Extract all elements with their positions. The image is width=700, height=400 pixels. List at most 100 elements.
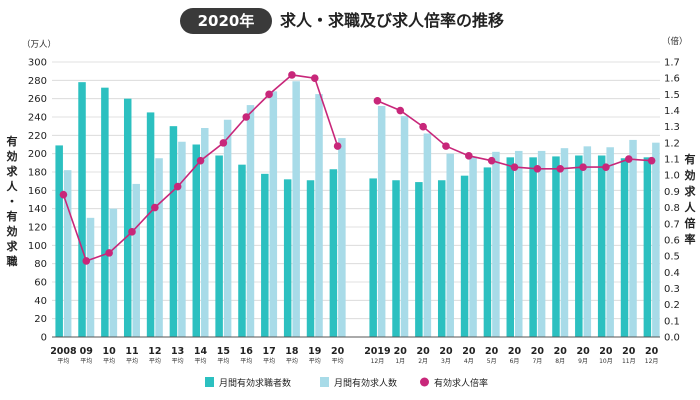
- x-tick-label: 09: [80, 346, 93, 357]
- x-tick-sublabel: 平均: [80, 357, 92, 365]
- x-tick-sublabel: 平均: [263, 357, 275, 365]
- bar-openings: [423, 133, 432, 337]
- ratio-point: [105, 249, 113, 257]
- bar-seekers: [643, 157, 652, 337]
- left-tick-label: 0: [41, 333, 47, 344]
- x-tick-label: 13: [171, 346, 184, 357]
- right-axis-title-char: 人: [685, 200, 697, 214]
- ratio-point: [82, 257, 91, 265]
- legend-swatch: [320, 377, 329, 387]
- x-tick-label: 20: [645, 346, 659, 357]
- x-tick-label: 20: [331, 346, 345, 357]
- bar-openings: [446, 153, 454, 337]
- x-tick-label: 2019: [364, 346, 390, 357]
- left-axis-title-char: 人: [7, 179, 19, 193]
- x-tick-label: 14: [194, 346, 208, 357]
- bar-seekers: [597, 155, 606, 337]
- x-tick-sublabel: 1月: [395, 358, 405, 365]
- bar-seekers: [192, 144, 201, 337]
- ratio-point: [419, 122, 427, 131]
- left-tick-label: 20: [34, 314, 47, 325]
- ratio-point: [533, 164, 542, 173]
- bar-openings: [469, 157, 477, 337]
- bar-seekers: [437, 180, 446, 337]
- left-tick-label: 180: [28, 168, 47, 179]
- right-axis-title-char: 求: [685, 184, 697, 198]
- x-tick-label: 20: [531, 346, 545, 357]
- bar-seekers: [146, 112, 155, 338]
- left-tick-label: 280: [28, 76, 47, 87]
- ratio-point: [624, 155, 633, 163]
- left-axis-title-char: 有: [7, 134, 18, 148]
- left-tick-label: 100: [28, 241, 47, 252]
- x-tick-sublabel: 平均: [195, 357, 207, 365]
- gridlines: [52, 61, 660, 338]
- x-tick-label: 18: [285, 346, 299, 357]
- bar-seekers: [552, 156, 560, 337]
- x-tick-sublabel: 平均: [332, 357, 344, 365]
- ratio-point: [487, 156, 496, 165]
- year-badge: 2020年: [180, 8, 272, 34]
- left-tick-label: 220: [28, 131, 47, 142]
- left-tick-label: 140: [28, 204, 47, 215]
- ratio-point: [647, 156, 656, 165]
- x-tick-label: 20: [508, 346, 522, 357]
- left-axis-title-char: 効: [7, 149, 18, 163]
- right-tick-label: 0.4: [664, 268, 680, 279]
- x-tick-sublabel: 平均: [309, 357, 321, 365]
- legend: 月間有効求職者数 月間有効求人数 有効求人倍率: [205, 377, 488, 389]
- left-axis-title-char: 有: [7, 209, 18, 223]
- bar-openings: [537, 150, 546, 337]
- bar-seekers: [529, 157, 537, 337]
- x-tick-sublabel: 10月: [599, 358, 613, 365]
- bar-seekers: [123, 98, 132, 338]
- bar-seekers: [261, 173, 269, 337]
- bar-seekers: [620, 158, 629, 337]
- bar-openings: [583, 146, 592, 337]
- right-tick-label: 0.0: [664, 333, 680, 344]
- ratio-point: [373, 97, 382, 105]
- ratio-point: [396, 106, 405, 115]
- ratio-point: [310, 74, 319, 82]
- left-tick-label: 200: [28, 149, 47, 160]
- legend-label: 月間有効求人数: [334, 377, 397, 389]
- bar-openings: [560, 148, 569, 337]
- ratio-point: [465, 152, 473, 160]
- x-tick-label: 19: [308, 346, 321, 357]
- x-tick-label: 20: [576, 346, 590, 357]
- right-tick-label: 0.8: [664, 203, 680, 214]
- x-tick-label: 2008: [50, 346, 77, 357]
- bar-seekers: [101, 87, 109, 338]
- right-tick-label: 0.5: [664, 252, 680, 263]
- right-tick-label: 1.0: [664, 171, 680, 182]
- legend-label: 月間有効求職者数: [219, 377, 291, 389]
- left-axis-title-char: 求: [7, 239, 19, 253]
- bar-openings: [86, 217, 95, 337]
- right-axis-unit: （倍）: [662, 36, 688, 47]
- x-tick-sublabel: 4月: [464, 358, 474, 365]
- left-tick-label: 60: [34, 278, 47, 289]
- right-tick-label: 1.2: [664, 138, 680, 149]
- bar-seekers: [575, 155, 583, 337]
- x-tick-sublabel: 平均: [172, 357, 184, 365]
- ratio-lines: [59, 71, 656, 265]
- legend-swatch: [205, 377, 214, 387]
- chart-title: 求人・求職及び求人倍率の推移: [280, 11, 505, 30]
- bar-seekers: [306, 180, 315, 337]
- bar-openings: [629, 139, 637, 337]
- bar-seekers: [460, 175, 469, 337]
- right-tick-label: 0.1: [664, 316, 680, 327]
- x-tick-label: 20: [417, 346, 431, 357]
- x-tick-label: 16: [240, 346, 254, 357]
- bar-seekers: [483, 167, 492, 337]
- bar-openings: [246, 105, 255, 337]
- x-tick-sublabel: 平均: [103, 357, 115, 365]
- x-tick-sublabel: 平均: [286, 357, 298, 365]
- bar-openings: [155, 158, 163, 337]
- right-tick-label: 1.6: [664, 74, 680, 85]
- left-axis-title-char: 求: [7, 164, 19, 178]
- bar-openings: [63, 170, 72, 337]
- bar-openings: [292, 81, 300, 337]
- bar-openings: [201, 128, 209, 337]
